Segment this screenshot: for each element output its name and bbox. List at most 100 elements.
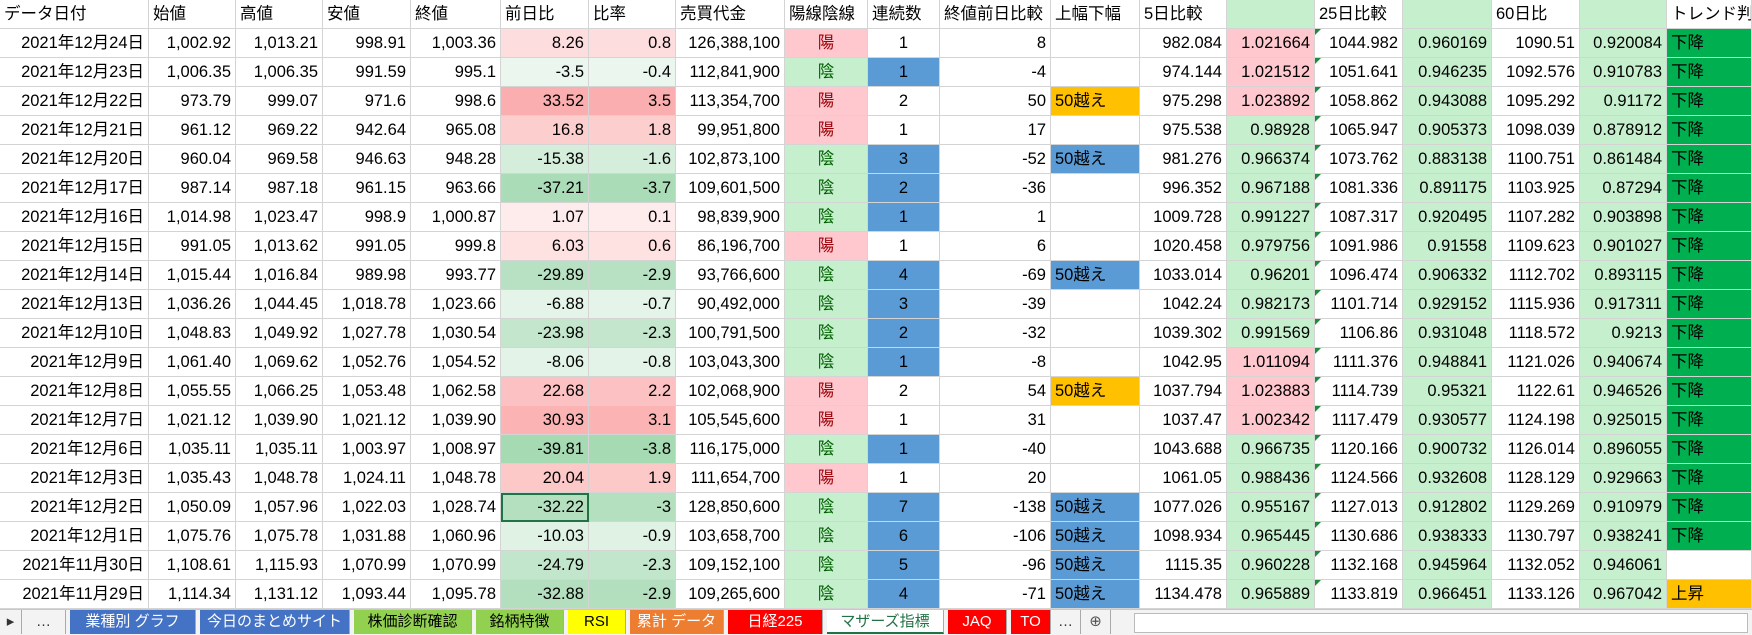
table-cell: 2021年11月29日 xyxy=(0,580,149,609)
table-cell: 1 xyxy=(868,232,940,261)
table-cell: 981.276 xyxy=(1140,145,1227,174)
table-cell: 975.298 xyxy=(1140,87,1227,116)
table-cell: 1132.052 xyxy=(1492,551,1580,580)
table-cell: 0.901027 xyxy=(1580,232,1667,261)
column-header xyxy=(1580,0,1667,29)
table-cell: -52 xyxy=(940,145,1051,174)
table-cell: 1.021664 xyxy=(1227,29,1315,58)
table-cell: 54 xyxy=(940,377,1051,406)
table-cell: 1,006.35 xyxy=(236,58,323,87)
sheet-tab[interactable]: マザーズ指標 xyxy=(827,610,944,634)
table-cell: 1 xyxy=(868,58,940,87)
table-cell: 1.023892 xyxy=(1227,87,1315,116)
table-cell: 2021年12月1日 xyxy=(0,522,149,551)
table-cell xyxy=(1667,551,1752,580)
table-cell: 陰 xyxy=(785,348,868,377)
table-cell: 1,031.88 xyxy=(323,522,411,551)
table-cell: -29.89 xyxy=(501,261,589,290)
table-cell: 下降 xyxy=(1667,87,1752,116)
sheet-tab[interactable]: 銘柄特徴 xyxy=(476,610,564,634)
table-cell: 1124.566 xyxy=(1315,464,1403,493)
table-cell xyxy=(1051,435,1140,464)
table-cell: 50越え xyxy=(1051,493,1140,522)
table-cell: -36 xyxy=(940,174,1051,203)
table-cell: 陰 xyxy=(785,580,868,609)
table-cell: 2.2 xyxy=(589,377,676,406)
sheet-tab[interactable]: 日経225 xyxy=(728,610,823,634)
table-cell: 1,002.92 xyxy=(149,29,236,58)
table-cell: 6.03 xyxy=(501,232,589,261)
sheet-tab[interactable]: 株価診断確認 xyxy=(354,610,472,634)
table-cell: 1,062.58 xyxy=(411,377,501,406)
sheet-tab[interactable]: 累計 データ xyxy=(630,610,724,634)
sheet-tab[interactable]: … xyxy=(22,610,66,634)
sheet-tab[interactable]: RSI xyxy=(568,610,626,634)
table-cell: 1,039.90 xyxy=(236,406,323,435)
table-cell: 陰 xyxy=(785,551,868,580)
sheet-tab[interactable]: 業種別 グラフ xyxy=(70,610,196,634)
scrollbar[interactable] xyxy=(1134,613,1748,633)
table-cell: 1.021512 xyxy=(1227,58,1315,87)
table-cell: 1 xyxy=(868,116,940,145)
table-cell: 128,850,600 xyxy=(676,493,785,522)
table-cell: 1,060.96 xyxy=(411,522,501,551)
table-cell: -3.8 xyxy=(589,435,676,464)
table-cell: 0.905373 xyxy=(1403,116,1492,145)
table-cell: 2021年12月6日 xyxy=(0,435,149,464)
table-cell: 50越え xyxy=(1051,580,1140,609)
table-cell: 109,152,100 xyxy=(676,551,785,580)
table-cell: 1121.026 xyxy=(1492,348,1580,377)
table-cell: -3.7 xyxy=(589,174,676,203)
table-cell: 1039.302 xyxy=(1140,319,1227,348)
sheet-tab[interactable]: … xyxy=(1051,610,1081,634)
spreadsheet: データ日付 始値 高値 安値 終値 前日比 比率 売買代金 陽線陰線 連続数 終値前日比較 上幅下幅 5… xyxy=(0,0,1752,609)
table-cell: 陽 xyxy=(785,29,868,58)
table-cell: 50越え xyxy=(1051,145,1140,174)
table-cell: 961.15 xyxy=(323,174,411,203)
table-cell: 1090.51 xyxy=(1492,29,1580,58)
table-cell: 1,003.97 xyxy=(323,435,411,464)
table-cell: 6 xyxy=(868,522,940,551)
table-cell: -96 xyxy=(940,551,1051,580)
table-cell: 999.8 xyxy=(411,232,501,261)
column-header: 60日比 xyxy=(1492,0,1580,29)
table-cell: -3.5 xyxy=(501,58,589,87)
table-cell: 1117.479 xyxy=(1315,406,1403,435)
table-cell: 0.991227 xyxy=(1227,203,1315,232)
table-cell: 0.979756 xyxy=(1227,232,1315,261)
table-cell: 0.903898 xyxy=(1580,203,1667,232)
table-cell: 1109.623 xyxy=(1492,232,1580,261)
column-header: 売買代金 xyxy=(676,0,785,29)
table-cell: 0.960169 xyxy=(1403,29,1492,58)
table-cell: 陰 xyxy=(785,174,868,203)
table-cell xyxy=(1051,406,1140,435)
table-cell: 1,023.47 xyxy=(236,203,323,232)
table-cell: -39 xyxy=(940,290,1051,319)
table-cell: 1100.751 xyxy=(1492,145,1580,174)
table-cell: 1096.474 xyxy=(1315,261,1403,290)
table-cell: -2.3 xyxy=(589,551,676,580)
sheet-tab[interactable]: ▸ xyxy=(0,610,22,634)
table-cell: 1043.688 xyxy=(1140,435,1227,464)
sheet-tab[interactable]: 今日のまとめサイト xyxy=(200,610,350,634)
table-cell: 969.22 xyxy=(236,116,323,145)
sheet-tab[interactable]: ⊕ xyxy=(1081,610,1111,634)
table-cell: 1 xyxy=(868,406,940,435)
table-cell: 1,036.26 xyxy=(149,290,236,319)
table-cell: 109,601,500 xyxy=(676,174,785,203)
table-cell: 1,050.09 xyxy=(149,493,236,522)
table-cell: 陽 xyxy=(785,406,868,435)
table-cell: 7 xyxy=(868,493,940,522)
table-cell: 1120.166 xyxy=(1315,435,1403,464)
table-cell: 2021年12月24日 xyxy=(0,29,149,58)
table-cell: 103,043,300 xyxy=(676,348,785,377)
sheet-tab[interactable]: JAQ xyxy=(948,610,1007,634)
table-cell: 1.8 xyxy=(589,116,676,145)
table-cell: 1,035.11 xyxy=(149,435,236,464)
table-cell: 2021年12月13日 xyxy=(0,290,149,319)
table-cell: 0.940674 xyxy=(1580,348,1667,377)
table-cell: 1 xyxy=(868,203,940,232)
table-cell: 2 xyxy=(868,87,940,116)
sheet-tab[interactable]: TO xyxy=(1011,610,1051,634)
table-cell: 991.05 xyxy=(323,232,411,261)
